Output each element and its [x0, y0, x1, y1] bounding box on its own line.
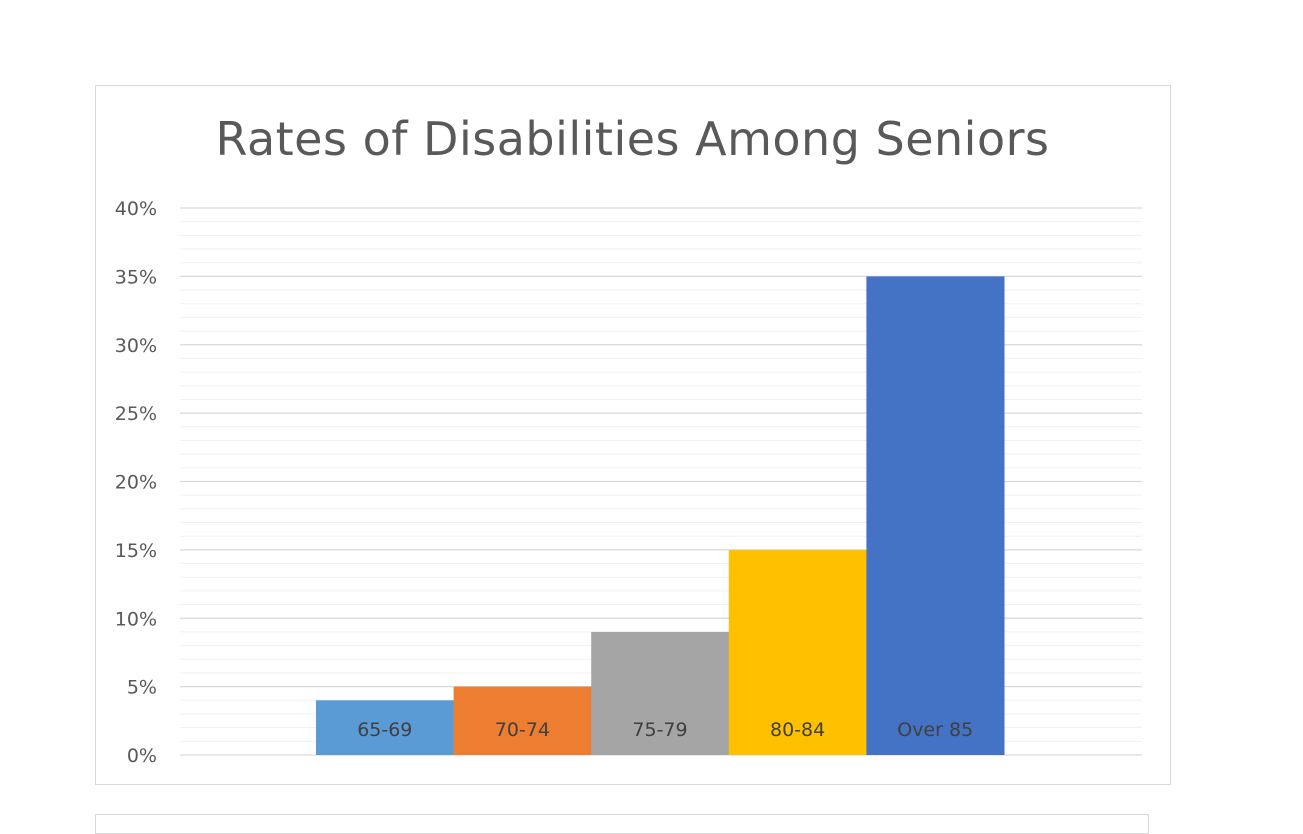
category-label: 70-74 — [495, 719, 550, 741]
y-tick-label: 35% — [115, 266, 157, 288]
category-label: 65-69 — [357, 719, 412, 741]
category-label: 75-79 — [632, 719, 687, 741]
chart-title: Rates of Disabilities Among Seniors — [215, 112, 1050, 166]
category-label: 80-84 — [770, 719, 825, 741]
y-tick-label: 20% — [115, 472, 157, 494]
bar — [316, 700, 455, 755]
y-tick-label: 5% — [127, 677, 157, 699]
next-chart-frame — [95, 814, 1149, 834]
bar — [453, 686, 592, 755]
y-tick-label: 15% — [115, 540, 157, 562]
y-tick-label: 40% — [115, 198, 157, 220]
bar — [866, 276, 1005, 755]
bar — [728, 549, 867, 755]
y-tick-label: 30% — [115, 335, 157, 357]
bar — [591, 631, 730, 755]
y-tick-label: 10% — [115, 608, 157, 630]
category-label: Over 85 — [897, 719, 973, 741]
y-tick-label: 0% — [127, 745, 157, 767]
y-tick-label: 25% — [115, 403, 157, 425]
